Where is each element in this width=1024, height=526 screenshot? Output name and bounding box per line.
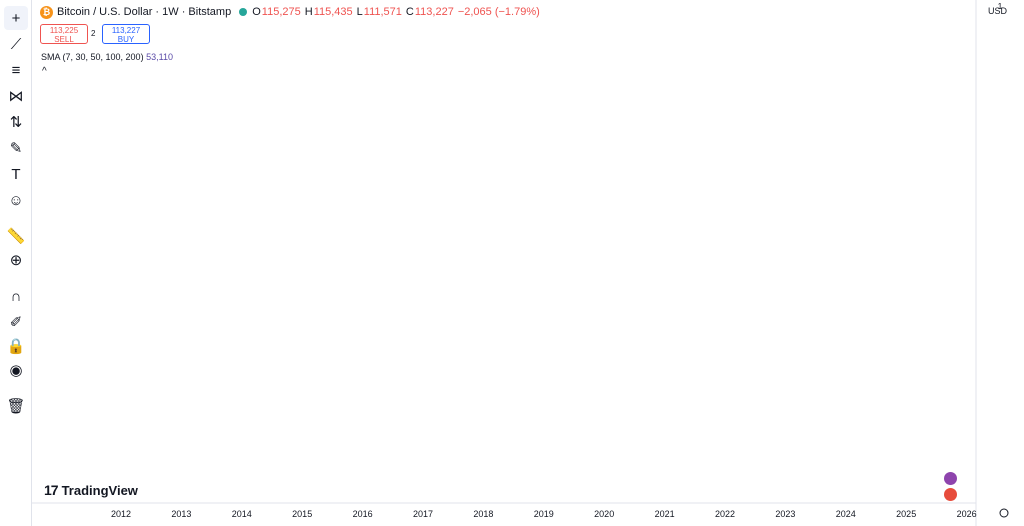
crosshair-icon[interactable]: + (4, 6, 28, 30)
magnet-icon[interactable]: ∩ (10, 287, 22, 305)
time-tick-label: 2023 (775, 509, 795, 519)
close-value: 113,227 (414, 6, 454, 18)
time-tick-label: 2016 (353, 509, 373, 519)
collapse-legend-icon[interactable]: ^ (42, 66, 47, 77)
time-tick-label: 2017 (413, 509, 433, 519)
time-tick-label: 2012 (111, 509, 131, 519)
sell-price: 113,225 (49, 26, 79, 35)
time-tick-label: 2025 (896, 509, 916, 519)
trend-line-icon[interactable]: ⟋ (10, 35, 22, 53)
fib-retracement-icon[interactable]: ≡ (11, 61, 21, 79)
open-label: O (252, 6, 261, 18)
sell-label: SELL (54, 35, 74, 44)
low-label: L (356, 6, 363, 18)
lightning-icon[interactable] (944, 472, 957, 485)
price-tick-label: 1 (998, 1, 1003, 11)
buy-price: 113,227 (111, 26, 141, 35)
us-flag-icon[interactable] (944, 488, 957, 501)
emoji-icon[interactable]: ☺ (8, 191, 24, 209)
bitcoin-icon: ₿ (40, 5, 53, 19)
tradingview-logo: 17 TradingView (44, 482, 138, 498)
open-value: 115,275 (261, 6, 301, 18)
pattern-icon[interactable]: ⋈ (8, 88, 24, 105)
low-value: 111,571 (363, 6, 402, 18)
market-open-dot (239, 8, 248, 16)
ruler-icon[interactable]: 📏 (6, 228, 26, 245)
time-tick-label: 2020 (594, 509, 614, 519)
drawing-toolbar: + ⟋ ≡ ⋈ ⇅ ✎ T ☺ 📏 ⊕ ∩ ✐ 🔒 ◉ 🗑 (0, 0, 32, 526)
time-tick-label: 2019 (534, 509, 554, 519)
sma-legend-label: SMA (7, 30, 50, 100, 200) (41, 52, 144, 62)
time-tick-label: 2015 (292, 509, 312, 519)
time-tick-label: 2013 (171, 509, 191, 519)
trash-icon[interactable]: 🗑 (6, 398, 26, 415)
stay-drawing-icon[interactable]: ✐ (9, 314, 23, 331)
symbol-title[interactable]: Bitcoin / U.S. Dollar · 1W · Bitstamp (57, 6, 232, 18)
time-tick-label: 2024 (836, 509, 856, 519)
chart-header: ₿ Bitcoin / U.S. Dollar · 1W · Bitstamp … (40, 4, 544, 20)
tradingview-logo-mark: 17 (44, 482, 59, 498)
buy-button[interactable]: 113,227 BUY (102, 24, 150, 44)
time-tick-label: 2022 (715, 509, 735, 519)
eye-icon[interactable]: ◉ (9, 362, 23, 379)
high-label: H (304, 6, 313, 18)
time-tick-label: 2018 (473, 509, 493, 519)
settings-icon[interactable] (999, 508, 1009, 518)
time-tick-label: 2026 (957, 509, 977, 519)
zoom-in-icon[interactable]: ⊕ (9, 252, 23, 269)
brush-icon[interactable]: ✎ (9, 140, 23, 157)
close-label: C (405, 6, 414, 18)
sell-button[interactable]: 113,225 SELL (40, 24, 88, 44)
time-tick-label: 2014 (232, 509, 252, 519)
spread-value: 2 (91, 29, 96, 38)
prediction-icon[interactable]: ⇅ (9, 114, 23, 131)
sma-legend[interactable]: SMA (7, 30, 50, 100, 200) 53,110 (41, 52, 173, 62)
currency-selector[interactable]: USD (988, 6, 1008, 16)
tradingview-logo-text: TradingView (61, 482, 138, 498)
lock-icon[interactable]: 🔒 (6, 338, 26, 355)
text-icon[interactable]: T (11, 165, 21, 183)
sma-legend-value: 53,110 (146, 52, 173, 62)
change-value: −2,065 (−1.79%) (457, 6, 540, 18)
time-tick-label: 2021 (655, 509, 675, 519)
buy-label: BUY (117, 35, 135, 44)
high-value: 115,435 (313, 6, 353, 18)
